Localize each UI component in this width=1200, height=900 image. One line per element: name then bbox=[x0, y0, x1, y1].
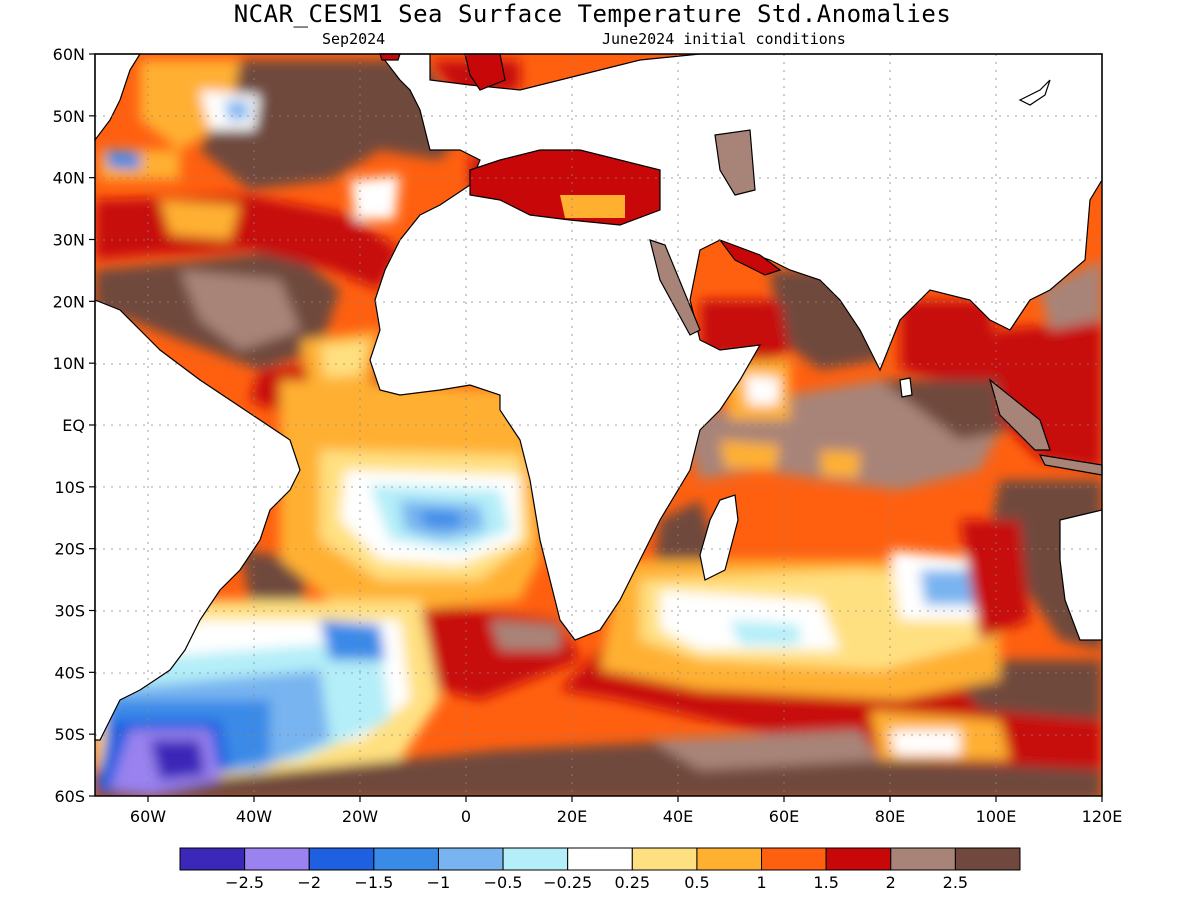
colorbar-label: 1 bbox=[756, 873, 766, 892]
colorbar-swatch bbox=[825, 847, 892, 871]
colorbar-swatch bbox=[696, 847, 763, 871]
caspian-region bbox=[714, 129, 756, 196]
lon-tick-label: 20E bbox=[557, 807, 587, 826]
initial-conditions-label: June2024 initial conditions bbox=[602, 30, 846, 48]
colorbar-label: −2.5 bbox=[225, 873, 264, 892]
colorbar-label: −0.5 bbox=[484, 873, 523, 892]
lat-tick-label: 10N bbox=[53, 354, 85, 373]
sumatra bbox=[988, 378, 1051, 451]
colorbar-label: −1 bbox=[427, 873, 451, 892]
lat-tick-label: 50S bbox=[54, 725, 85, 744]
lat-tick-label: 40S bbox=[54, 663, 85, 682]
lat-tick-label: 50N bbox=[53, 107, 85, 126]
lon-tick-label: 40W bbox=[236, 807, 272, 826]
lat-tick-label: 20S bbox=[54, 540, 85, 559]
lat-tick-label: 30S bbox=[54, 602, 85, 621]
lat-tick-label: 30N bbox=[53, 231, 85, 250]
colorbar-swatch bbox=[308, 847, 375, 871]
land-masses bbox=[94, 53, 1103, 741]
colorbar-swatch bbox=[954, 847, 1021, 871]
colorbar-swatch bbox=[179, 847, 246, 871]
colorbar-label: 2 bbox=[886, 873, 896, 892]
colorbar-label: −0.25 bbox=[543, 873, 592, 892]
map-title: NCAR_CESM1 Sea Surface Temperature Std.A… bbox=[233, 0, 952, 28]
colorbar-label: −1.5 bbox=[354, 873, 393, 892]
iceland bbox=[379, 53, 401, 61]
lon-tick-label: 100E bbox=[976, 807, 1017, 826]
lon-tick-label: 120E bbox=[1082, 807, 1123, 826]
lat-tick-label: 10S bbox=[54, 478, 85, 497]
madagascar bbox=[699, 494, 739, 581]
longitude-axis: 60W 40W 20W 0 20E 40E 60E 80E 100E 120E bbox=[130, 796, 1122, 826]
lat-tick-label: 20N bbox=[53, 292, 85, 311]
colorbar-label: 2.5 bbox=[943, 873, 968, 892]
south-america bbox=[94, 299, 301, 741]
colorbar-swatch bbox=[567, 847, 633, 871]
lat-tick-label: 40N bbox=[53, 169, 85, 188]
colorbar-label: 0.5 bbox=[684, 873, 709, 892]
lon-tick-label: 40E bbox=[663, 807, 693, 826]
northern-island bbox=[1018, 79, 1051, 106]
lon-tick-label: 80E bbox=[875, 807, 905, 826]
lon-tick-label: 20W bbox=[342, 807, 378, 826]
colorbar-swatch bbox=[244, 847, 310, 871]
lat-tick-label: 60S bbox=[54, 787, 85, 806]
colorbar-swatch bbox=[890, 847, 956, 871]
colorbar-swatch bbox=[502, 847, 569, 871]
colorbar-label: 1.5 bbox=[813, 873, 838, 892]
colorbar-swatch bbox=[373, 847, 439, 871]
latitude-axis: 60N 50N 40N 30N 20N 10N EQ 10S 20S 30S 40S 50S 60S bbox=[53, 45, 95, 806]
colorbar: −2.5 −2 −1.5 −1 −0.5 −0.25 0.25 0.5 1 1.5 2 2.5 bbox=[179, 847, 1021, 892]
forecast-month: Sep2024 bbox=[322, 30, 386, 48]
colorbar-swatch bbox=[631, 847, 698, 871]
lon-tick-label: 0 bbox=[461, 807, 471, 826]
lat-tick-label: 60N bbox=[53, 45, 85, 64]
lat-tick-label: EQ bbox=[62, 416, 85, 435]
colorbar-swatch bbox=[437, 847, 504, 871]
lon-tick-label: 60E bbox=[769, 807, 799, 826]
lon-tick-label: 60W bbox=[130, 807, 166, 826]
colorbar-label: −2 bbox=[297, 873, 321, 892]
colorbar-label: 0.25 bbox=[614, 873, 650, 892]
colorbar-swatch bbox=[761, 847, 827, 871]
persian-gulf bbox=[718, 238, 782, 276]
red-sea bbox=[649, 239, 701, 336]
sri-lanka bbox=[899, 377, 913, 398]
